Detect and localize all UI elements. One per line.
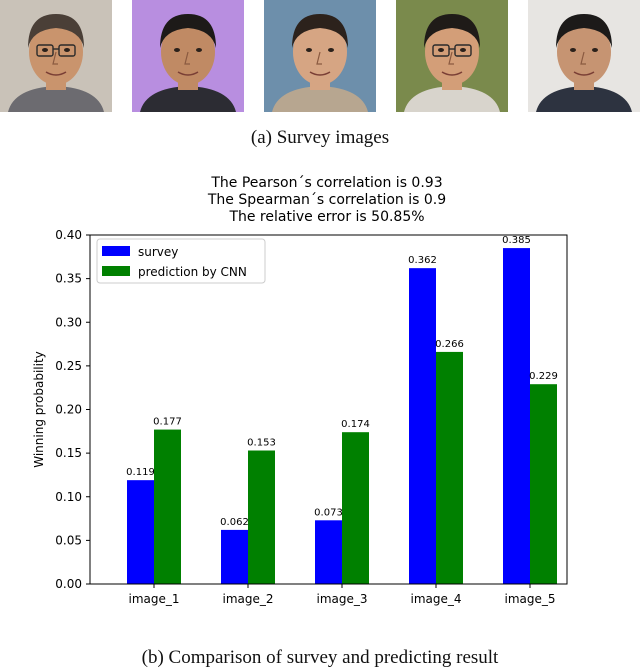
nose [316,51,322,65]
bar-value-label: 0.266 [435,339,464,350]
x-tick-label: image_3 [316,592,367,606]
legend-label: survey [138,245,178,259]
bar-prediction-by-cnn-image_5 [530,384,557,584]
mouth [177,71,199,76]
bar-value-label: 0.062 [220,517,249,528]
right-eye [196,48,202,52]
mouth [573,71,595,76]
bar-value-label: 0.362 [408,255,437,266]
bar-value-label: 0.174 [341,419,370,430]
left-eye [438,48,444,52]
y-tick-label: 0.25 [55,359,82,373]
y-axis-label: Winning probability [32,351,46,468]
bar-survey-image_4 [409,268,436,584]
shoulders [8,86,104,112]
shoulders [536,86,632,112]
bar-value-label: 0.229 [529,371,558,382]
y-tick-label: 0.15 [55,446,82,460]
nose [184,51,190,65]
survey-photo-4 [396,0,508,112]
bar-prediction-by-cnn-image_3 [342,432,369,584]
hair [160,14,216,48]
chart-title-line: The relative error is 50.85% [228,209,424,225]
left-eye [174,48,180,52]
mouth [45,71,67,76]
right-eye [328,48,334,52]
survey-photo-5 [528,0,640,112]
chart-title-line: The Pearson´s correlation is 0.93 [210,175,442,191]
y-tick-label: 0.40 [55,228,82,242]
nose [52,51,58,65]
caption-comparison: (b) Comparison of survey and predicting … [141,647,499,668]
y-tick-label: 0.20 [55,403,82,417]
shoulders [404,86,500,112]
y-tick-label: 0.10 [55,490,82,504]
survey-photo-1 [0,0,112,112]
x-tick-label: image_2 [222,592,273,606]
mouth [309,71,331,76]
legend-swatch [102,266,130,276]
nose [580,51,586,65]
glasses-left-lens [432,44,450,57]
right-eye [592,48,598,52]
y-tick-label: 0.05 [55,533,82,547]
right-eye [64,48,70,52]
x-tick-label: image_5 [504,592,555,606]
glasses-left-lens [36,44,54,57]
hair [424,14,480,48]
glasses-right-lens [454,44,472,57]
left-eye [306,48,312,52]
bar-survey-image_1 [127,480,154,584]
left-eye [42,48,48,52]
legend-label: prediction by CNN [138,265,247,279]
x-tick-label: image_4 [410,592,461,606]
chart-title-line: The Spearman´s correlation is 0.9 [207,192,446,208]
left-eye [570,48,576,52]
bar-value-label: 0.119 [126,467,155,478]
bar-value-label: 0.153 [247,438,276,449]
bar-survey-image_5 [503,248,530,584]
bar-value-label: 0.177 [153,417,182,428]
bar-value-label: 0.073 [314,507,343,518]
y-tick-label: 0.30 [55,315,82,329]
hair [28,14,84,48]
hair [556,14,612,48]
legend-box [96,238,266,284]
shoulders [272,86,368,112]
legend-swatch [102,246,130,256]
shoulders [140,86,236,112]
bar-survey-image_3 [315,520,342,584]
survey-photo-3 [264,0,376,112]
y-tick-label: 0.00 [55,577,82,591]
hair [292,14,348,48]
bar-value-label: 0.385 [502,235,531,246]
glasses-right-lens [58,44,76,57]
survey-images-row [0,0,640,114]
survey-photo-2 [132,0,244,112]
bar-prediction-by-cnn-image_2 [248,450,275,584]
bar-prediction-by-cnn-image_1 [154,429,181,584]
x-tick-label: image_1 [128,592,179,606]
y-tick-label: 0.35 [55,272,82,286]
bar-prediction-by-cnn-image_4 [436,351,463,584]
caption-survey-images: (a) Survey images [250,127,390,148]
bar-survey-image_2 [221,529,248,584]
mouth [441,71,463,76]
nose [448,51,454,65]
right-eye [460,48,466,52]
